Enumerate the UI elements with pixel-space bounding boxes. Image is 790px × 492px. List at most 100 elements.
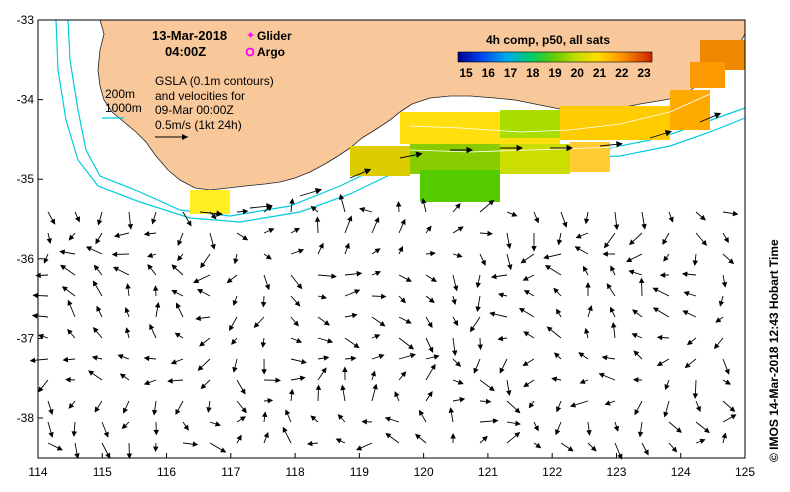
velocity-arrowhead <box>46 238 52 244</box>
velocity-arrowhead <box>400 218 406 226</box>
y-tick-label: -38 <box>17 411 35 425</box>
velocity-arrowhead <box>91 355 98 361</box>
colorbar-ticks: 15 16 17 18 19 20 21 22 23 <box>459 66 651 80</box>
velocity-arrowhead <box>699 214 706 221</box>
colorbar-tick-label: 19 <box>548 66 562 80</box>
velocity-arrowhead <box>713 343 720 350</box>
velocity-arrowhead <box>167 378 173 384</box>
velocity-arrowhead <box>37 386 44 393</box>
velocity-arrowhead <box>374 334 381 340</box>
velocity-arrowhead <box>475 306 481 313</box>
colorbar-tick-label: 22 <box>615 66 629 80</box>
velocity-arrowhead <box>121 423 128 429</box>
velocity-arrowhead <box>523 381 530 388</box>
velocity-arrowhead <box>240 388 246 395</box>
velocity-arrowhead <box>92 327 99 333</box>
velocity-arrowhead <box>405 318 412 324</box>
colorbar-tick-label: 16 <box>482 66 496 80</box>
velocity-arrowhead <box>340 384 346 391</box>
velocity-arrowhead <box>637 431 644 438</box>
velocity-arrowhead <box>170 359 177 365</box>
velocity-arrowhead <box>122 407 128 414</box>
velocity-arrowhead <box>153 446 159 453</box>
velocity-arrowhead <box>233 258 239 265</box>
velocity-arrowhead <box>268 228 275 234</box>
velocity-arrowhead <box>143 231 150 237</box>
sst-swath <box>190 40 745 214</box>
velocity-arrowhead <box>372 383 378 390</box>
y-tick-label: -34 <box>17 93 35 107</box>
x-tick-label: 125 <box>735 465 755 479</box>
velocity-arrowhead <box>323 355 330 361</box>
velocity-arrowhead <box>210 213 217 220</box>
velocity-arrowhead <box>490 273 497 280</box>
velocity-arrowhead <box>466 146 474 154</box>
velocity-arrowhead <box>664 384 670 391</box>
velocity-arrowhead <box>350 355 357 362</box>
velocity-arrowhead <box>210 243 216 250</box>
velocity-arrowhead <box>718 300 725 307</box>
velocity-arrowhead <box>533 425 539 432</box>
velocity-arrowhead <box>289 388 295 395</box>
velocity-arrowhead <box>231 338 237 345</box>
velocity-arrowhead <box>497 292 504 298</box>
velocity-arrowhead <box>260 342 267 348</box>
velocity-arrowhead <box>113 232 120 238</box>
isobath-label-200m: 200m <box>105 87 135 101</box>
velocity-arrowhead <box>293 320 299 327</box>
velocity-arrowhead <box>514 407 521 414</box>
velocity-arrowhead <box>199 341 206 347</box>
velocity-arrowhead <box>656 334 663 341</box>
velocity-arrowhead <box>154 302 161 308</box>
colorbar-tick-label: 15 <box>459 66 473 80</box>
colorbar-tick-label: 17 <box>504 66 518 80</box>
velocity-arrowhead <box>143 355 150 362</box>
velocity-arrowhead <box>197 289 204 295</box>
velocity-arrowhead <box>626 257 633 262</box>
argo-label: Argo <box>257 45 285 59</box>
velocity-arrowhead <box>117 354 124 360</box>
velocity-arrowhead <box>671 446 678 453</box>
velocity-arrowhead <box>634 409 640 416</box>
velocity-arrowhead <box>239 416 246 422</box>
velocity-arrowhead <box>374 270 382 276</box>
velocity-arrowhead <box>48 431 54 438</box>
velocity-arrowhead <box>261 369 267 375</box>
velocity-arrowhead <box>175 302 181 309</box>
map-time: 04:00Z <box>165 44 206 59</box>
velocity-arrowhead <box>728 258 735 265</box>
velocity-arrowhead <box>175 408 181 416</box>
x-axis: 114 115 116 117 118 119 120 121 122 123 124 125 <box>28 453 755 479</box>
velocity-arrowhead <box>544 265 552 271</box>
velocity-arrowhead <box>732 210 739 217</box>
velocity-arrowhead <box>427 321 433 329</box>
velocity-arrowhead <box>152 409 158 416</box>
velocity-arrowhead <box>556 308 562 315</box>
velocity-arrowhead <box>216 210 223 217</box>
velocity-arrowhead <box>65 377 71 383</box>
velocity-arrowhead <box>574 246 581 252</box>
velocity-arrowhead <box>514 432 521 438</box>
velocity-arrowhead <box>143 380 150 386</box>
y-tick-label: -37 <box>17 331 35 345</box>
velocity-arrowhead <box>200 383 207 390</box>
velocity-arrowhead <box>232 366 238 373</box>
velocity-arrowhead <box>611 322 617 328</box>
colorbar-title: 4h comp, p50, all sats <box>486 33 610 47</box>
argo-marker-icon <box>245 47 255 57</box>
velocity-arrowhead <box>94 406 100 413</box>
velocity-arrowhead <box>361 419 367 425</box>
velocity-arrowhead <box>567 446 574 452</box>
velocity-arrowhead <box>177 255 183 262</box>
velocity-arrowhead <box>430 250 436 257</box>
velocity-arrowhead <box>518 307 525 314</box>
velocity-arrowhead <box>318 242 324 249</box>
velocity-arrowhead <box>499 367 505 374</box>
velocity-arrowhead <box>95 238 101 245</box>
x-tick-label: 122 <box>542 465 562 479</box>
velocity-arrowhead <box>428 346 434 353</box>
velocity-arrowhead <box>451 350 458 356</box>
velocity-arrowhead <box>638 277 645 284</box>
velocity-arrowhead <box>459 397 466 403</box>
velocity-arrowhead <box>662 238 668 245</box>
